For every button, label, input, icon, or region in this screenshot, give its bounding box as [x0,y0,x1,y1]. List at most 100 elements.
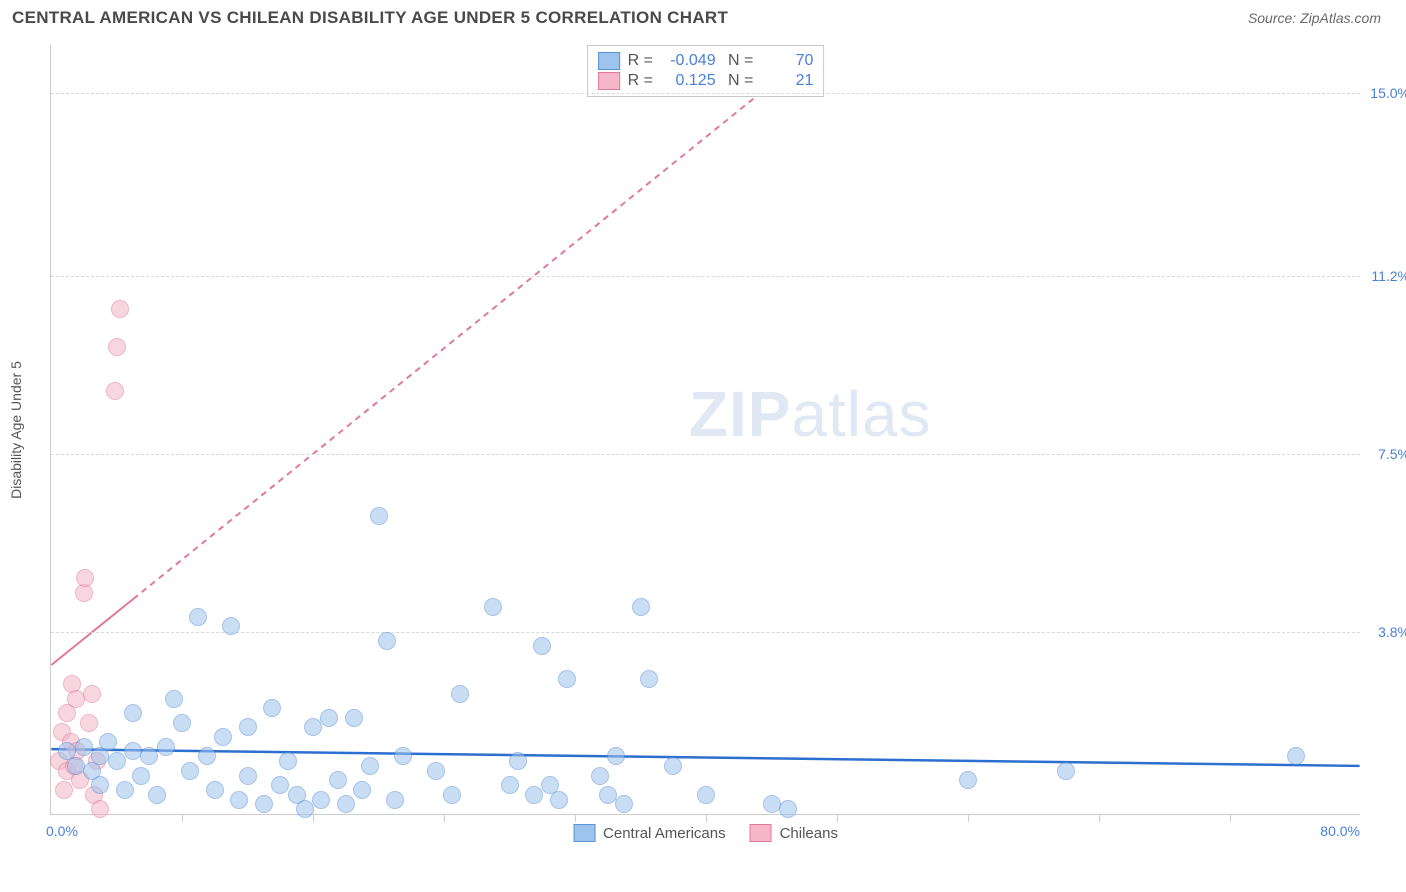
scatter-point-b [67,690,85,708]
gridline [51,93,1360,94]
scatter-point-a [116,781,134,799]
scatter-point-a [173,714,191,732]
scatter-point-a [370,507,388,525]
x-tick [1099,814,1100,822]
watermark: ZIPatlas [689,377,932,451]
legend-swatch-b [750,824,772,842]
scatter-point-a [124,704,142,722]
x-tick [706,814,707,822]
scatter-point-a [230,791,248,809]
scatter-point-a [165,690,183,708]
legend: Central Americans Chileans [573,824,838,842]
scatter-point-a [108,752,126,770]
scatter-point-a [607,747,625,765]
scatter-point-a [189,608,207,626]
gridline [51,276,1360,277]
scatter-point-a [484,598,502,616]
scatter-point-b [91,800,109,818]
scatter-point-a [239,767,257,785]
swatch-a [598,52,620,70]
x-tick [444,814,445,822]
scatter-point-a [550,791,568,809]
y-tick-label: 11.2% [1360,268,1406,284]
scatter-point-a [279,752,297,770]
scatter-point-a [239,718,257,736]
scatter-point-a [157,738,175,756]
chart-source: Source: ZipAtlas.com [1248,10,1381,26]
scatter-point-a [124,742,142,760]
scatter-point-a [697,786,715,804]
scatter-point-a [1057,762,1075,780]
scatter-point-a [148,786,166,804]
scatter-point-b [80,714,98,732]
scatter-point-a [558,670,576,688]
scatter-point-a [632,598,650,616]
legend-item-b: Chileans [750,824,838,842]
scatter-point-a [255,795,273,813]
scatter-point-a [443,786,461,804]
scatter-point-a [386,791,404,809]
scatter-point-b [83,685,101,703]
y-tick-label: 3.8% [1360,624,1406,640]
gridline [51,632,1360,633]
stats-row-b: R =0.125 N =21 [598,72,814,90]
x-axis-max-label: 80.0% [1320,823,1360,839]
scatter-point-a [615,795,633,813]
scatter-point-a [427,762,445,780]
scatter-point-a [91,776,109,794]
legend-label-a: Central Americans [603,825,726,842]
stats-box: R =-0.049 N =70 R =0.125 N =21 [587,45,825,97]
scatter-point-a [140,747,158,765]
x-tick [968,814,969,822]
scatter-point-a [533,637,551,655]
scatter-point-b [106,382,124,400]
x-tick [313,814,314,822]
scatter-point-a [361,757,379,775]
x-tick [837,814,838,822]
scatter-point-a [591,767,609,785]
scatter-point-a [271,776,289,794]
x-tick [1230,814,1231,822]
scatter-point-a [763,795,781,813]
scatter-point-a [214,728,232,746]
scatter-point-a [959,771,977,789]
scatter-point-a [198,747,216,765]
scatter-point-a [329,771,347,789]
scatter-point-a [263,699,281,717]
scatter-point-a [640,670,658,688]
scatter-point-a [394,747,412,765]
scatter-point-a [337,795,355,813]
scatter-point-a [345,709,363,727]
scatter-point-a [304,718,322,736]
scatter-point-a [181,762,199,780]
scatter-point-a [501,776,519,794]
scatter-point-a [353,781,371,799]
scatter-point-a [312,791,330,809]
scatter-point-a [509,752,527,770]
legend-swatch-a [573,824,595,842]
swatch-b [598,72,620,90]
scatter-point-b [111,300,129,318]
y-axis-label: Disability Age Under 5 [8,361,24,499]
scatter-point-a [132,767,150,785]
scatter-point-a [664,757,682,775]
scatter-point-a [75,738,93,756]
scatter-point-a [320,709,338,727]
trend-lines [51,45,1360,814]
x-tick [182,814,183,822]
scatter-point-a [206,781,224,799]
scatter-point-a [1287,747,1305,765]
scatter-point-b [55,781,73,799]
chart-plot-area: ZIPatlas Disability Age Under 5 0.0% 80.… [50,45,1360,815]
y-tick-label: 15.0% [1360,85,1406,101]
scatter-point-a [296,800,314,818]
legend-item-a: Central Americans [573,824,726,842]
stats-row-a: R =-0.049 N =70 [598,52,814,70]
legend-label-b: Chileans [780,825,838,842]
chart-title: CENTRAL AMERICAN VS CHILEAN DISABILITY A… [12,8,728,28]
scatter-point-a [525,786,543,804]
x-tick [575,814,576,822]
scatter-point-b [76,569,94,587]
scatter-point-a [99,733,117,751]
scatter-point-a [67,757,85,775]
